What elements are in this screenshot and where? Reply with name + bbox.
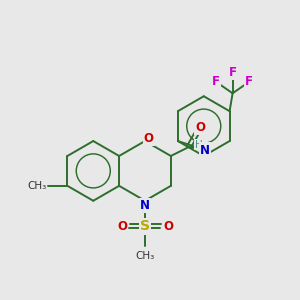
Text: F: F [245,75,253,88]
Text: N: N [200,143,210,157]
Text: CH₃: CH₃ [135,251,154,261]
Text: O: O [117,220,127,232]
Text: S: S [140,219,150,233]
Text: CH₃: CH₃ [27,181,46,191]
Text: N: N [140,199,150,212]
Text: F: F [229,67,237,80]
Text: F: F [212,75,220,88]
Text: O: O [195,122,205,134]
Text: O: O [144,132,154,145]
Text: O: O [163,220,173,232]
Text: H: H [195,140,203,150]
